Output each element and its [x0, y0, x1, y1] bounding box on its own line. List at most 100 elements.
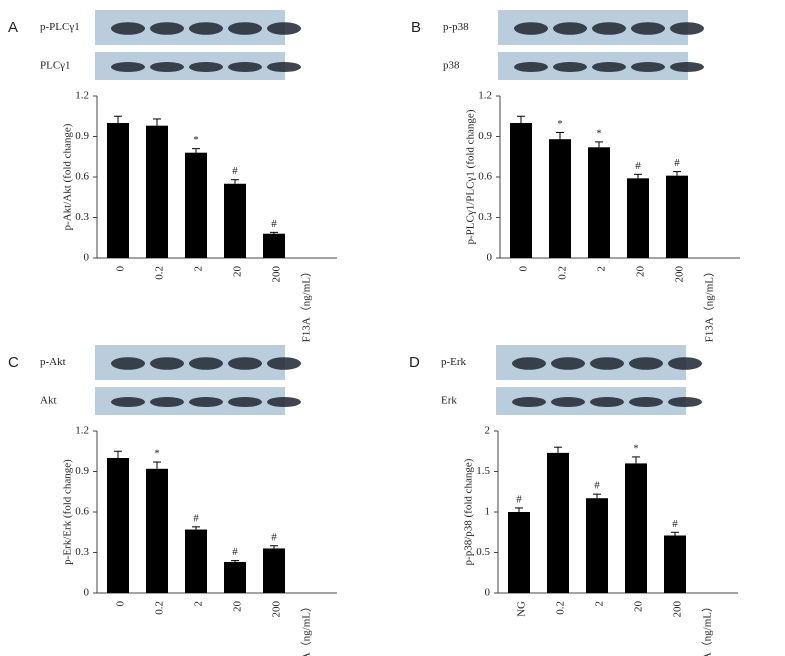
blot-band: [670, 22, 704, 35]
annotation: #: [232, 165, 238, 177]
bar: [185, 529, 207, 593]
y-tick-label: 0.6: [478, 171, 492, 183]
x-tick-label: 200: [674, 266, 686, 283]
blot-label: Erk: [441, 395, 457, 407]
blot-band: [267, 61, 301, 73]
blot-band: [150, 396, 184, 408]
bar: [666, 175, 688, 258]
bar: [224, 183, 246, 258]
x-tick-label: 0.2: [557, 266, 569, 280]
bar: [107, 458, 129, 593]
blot-band: [553, 61, 587, 73]
blot-band: [592, 61, 626, 73]
blot-band: [592, 22, 626, 35]
y-tick-label: 0: [84, 587, 90, 599]
x-tick-label: 0: [115, 266, 127, 272]
y-tick-label: 0.3: [75, 211, 89, 223]
x-tick-label: 2: [594, 601, 606, 607]
panel: p-p38 p38 B 0 0.3 0.6 0.9 1.2p-PLCγ1/PLCγ1 (fol…: [411, 10, 740, 342]
x-tick-label: 2: [193, 601, 205, 607]
x-tick-label: 200: [271, 601, 283, 618]
bar: [107, 123, 129, 258]
annotation: *: [633, 442, 639, 454]
x-axis-label: F13A（ng/mL）: [300, 266, 313, 342]
blot-band: [551, 396, 585, 408]
bar: [510, 123, 532, 258]
panel-letter: C: [8, 354, 19, 371]
panel: p-Erk Erk D 0 0.5 1 1.5 2 p-p38/p38 (fold change…: [409, 345, 738, 656]
blot-band: [189, 357, 223, 370]
blot-band: [111, 396, 145, 408]
y-tick-label: 2: [485, 425, 491, 437]
y-axis-label: p-p38/p38 (fold change): [463, 458, 475, 565]
bar: [146, 125, 168, 258]
bar: [547, 452, 569, 593]
panel: p-Akt Akt C 0 0.3 0.6 0.9 1.2 p-Erk/Erk (fold ch…: [8, 345, 337, 656]
panel-letter: D: [409, 354, 420, 371]
blot-band: [111, 22, 145, 35]
y-tick-label: 0: [84, 252, 90, 264]
blot-band: [629, 357, 663, 370]
blot-band: [553, 22, 587, 35]
annotation: #: [271, 218, 277, 230]
bar: [586, 498, 608, 593]
blot-band: [629, 396, 663, 408]
y-tick-label: 0.9: [75, 465, 89, 477]
blot-band: [150, 357, 184, 370]
blot-band: [267, 357, 301, 370]
blot-label: p-p38: [443, 21, 469, 33]
blot-band: [631, 61, 665, 73]
annotation: #: [672, 518, 678, 530]
panel: p-PLCγ1 PLCγ1 A 0 0.3 0.6 0.9 1.2 p-Akt/Akt (fol…: [8, 10, 337, 342]
bar: [224, 561, 246, 593]
y-tick-label: 0.5: [476, 546, 490, 558]
x-axis-label: F13A（ng/mL）: [300, 601, 313, 656]
blot-band: [189, 22, 223, 35]
annotation: #: [635, 160, 641, 172]
annotation: #: [674, 157, 680, 169]
annotation: #: [232, 546, 238, 558]
annotation: #: [193, 512, 199, 524]
blot-band: [631, 22, 665, 35]
blot-band: [189, 61, 223, 73]
annotation: #: [516, 493, 522, 505]
annotation: *: [596, 127, 602, 139]
bar: [588, 147, 610, 258]
blot-label: p-PLCγ1: [40, 21, 80, 33]
panel-letter: A: [8, 19, 18, 36]
blot-band: [668, 396, 702, 408]
y-tick-label: 0: [485, 587, 491, 599]
blot-band: [670, 61, 704, 73]
blot-label: p-Akt: [40, 356, 66, 368]
x-tick-label: 0: [115, 601, 127, 607]
y-tick-label: 1.2: [75, 90, 89, 102]
bar: [185, 152, 207, 258]
blot-band: [514, 22, 548, 35]
annotation: *: [154, 448, 160, 460]
x-axis-label: F13A（ng/mL）: [703, 266, 716, 342]
blot-band: [267, 396, 301, 408]
x-tick-label: 200: [672, 601, 684, 618]
x-tick-label: 0.2: [154, 601, 166, 615]
x-tick-label: 0.2: [555, 601, 567, 615]
blot-band: [668, 357, 702, 370]
blot-band: [228, 357, 262, 370]
blot-band: [512, 396, 546, 408]
y-tick-label: 1.2: [478, 90, 492, 102]
x-tick-label: NG: [516, 601, 528, 617]
x-tick-label: 0: [518, 266, 530, 272]
x-tick-label: 20: [232, 601, 244, 613]
blot-band: [150, 22, 184, 35]
blot-band: [228, 22, 262, 35]
blot-label: p-Erk: [441, 356, 467, 368]
y-tick-label: 0.6: [75, 506, 89, 518]
x-tick-label: 2: [596, 266, 608, 272]
blot-band: [111, 61, 145, 73]
blot-label: PLCγ1: [40, 60, 71, 72]
blot-label: p38: [443, 60, 460, 72]
blot-band: [551, 357, 585, 370]
y-tick-label: 0: [487, 252, 493, 264]
bar: [146, 468, 168, 593]
blot-band: [590, 357, 624, 370]
y-tick-label: 0.9: [75, 130, 89, 142]
